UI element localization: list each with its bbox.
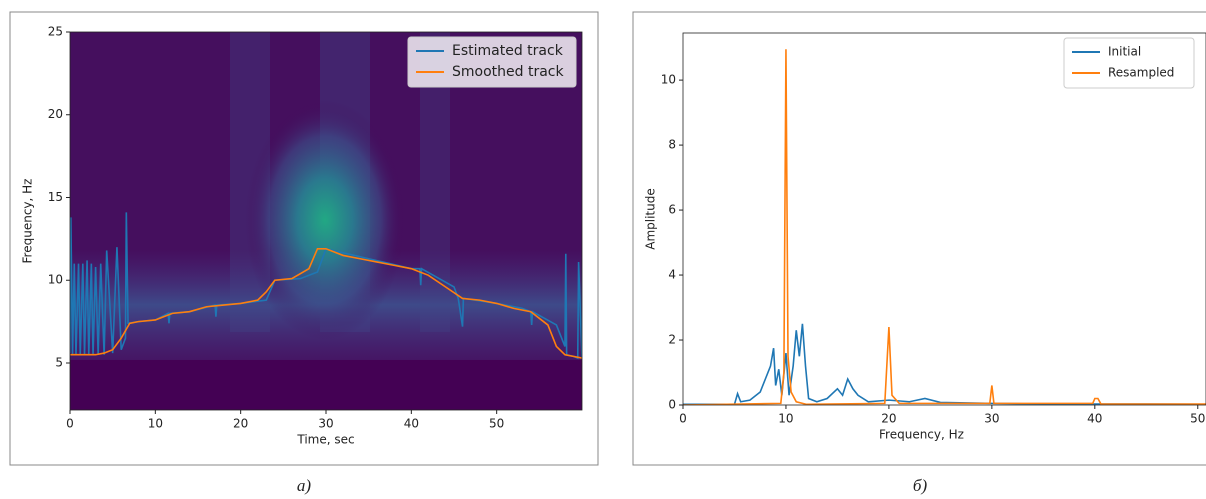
- x-tick-label: 0: [679, 412, 687, 426]
- y-tick-label: 25: [48, 25, 63, 39]
- y-tick-label: 4: [668, 268, 676, 282]
- x-tick-label: 40: [404, 417, 419, 431]
- x-tick-label: 10: [148, 417, 163, 431]
- y-tick-label: 0: [668, 398, 676, 412]
- y-tick-label: 8: [668, 138, 676, 152]
- y-tick-label: 10: [661, 73, 676, 87]
- axes-frame: [682, 32, 1206, 406]
- y-axis-label: Amplitude: [644, 188, 658, 250]
- caption: б): [913, 476, 928, 495]
- x-tick-label: 0: [66, 417, 74, 431]
- x-tick-label: 50: [1190, 412, 1205, 426]
- panel-border: [9, 11, 599, 466]
- x-tick-label: 10: [778, 412, 793, 426]
- legend-box: [407, 36, 577, 88]
- panel-border: [632, 11, 1206, 466]
- y-tick-label: 15: [48, 190, 63, 204]
- legend-label: Smoothed track: [452, 64, 564, 80]
- x-tick-label: 50: [489, 417, 504, 431]
- legend-label: Resampled: [1108, 66, 1174, 80]
- line: [683, 323, 1206, 405]
- line: [70, 248, 582, 359]
- x-axis-label: Time, sec: [296, 433, 354, 447]
- x-tick-label: 30: [984, 412, 999, 426]
- line: [683, 49, 1206, 405]
- y-tick-label: 2: [668, 333, 676, 347]
- y-tick-label: 20: [48, 107, 63, 121]
- spectrogram: [70, 32, 582, 410]
- x-tick-label: 30: [318, 417, 333, 431]
- x-tick-label: 20: [233, 417, 248, 431]
- x-tick-label: 20: [881, 412, 896, 426]
- y-tick-label: 10: [48, 273, 63, 287]
- legend-box: [1063, 37, 1195, 89]
- caption: а): [297, 476, 312, 495]
- legend-label: Initial: [1108, 45, 1141, 59]
- plot-area: [683, 49, 1206, 405]
- plot-area: [70, 212, 582, 360]
- x-tick-label: 40: [1087, 412, 1102, 426]
- legend-label: Estimated track: [452, 43, 564, 59]
- y-tick-label: 6: [668, 203, 676, 217]
- y-axis-label: Frequency, Hz: [21, 179, 35, 264]
- y-tick-label: 5: [55, 355, 63, 369]
- x-axis-label: Frequency, Hz: [879, 428, 964, 442]
